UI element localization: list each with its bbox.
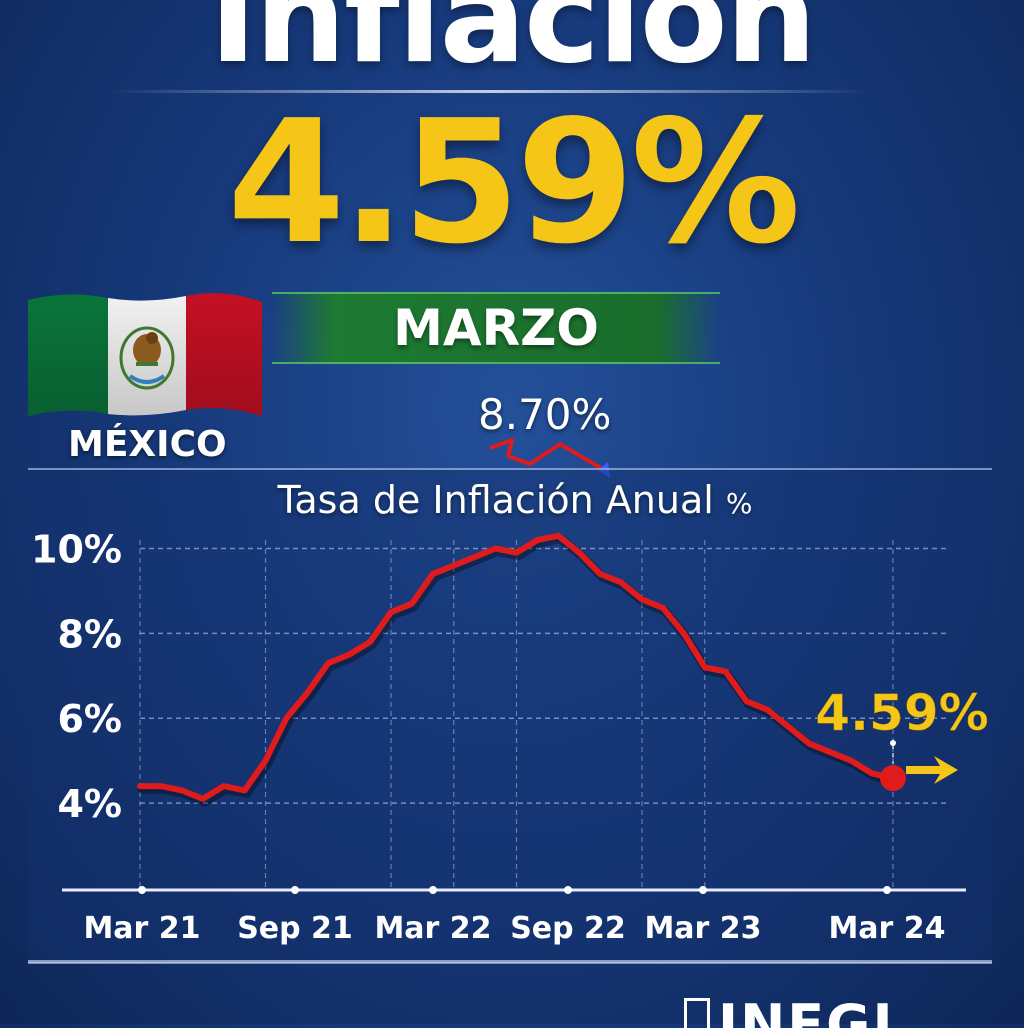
y-tick-label: 6% [57, 697, 122, 741]
data-point [222, 784, 226, 788]
data-point [201, 797, 205, 801]
data-point [452, 563, 456, 567]
chart-title-unit: % [725, 487, 753, 520]
inegi-logo: INEGI [684, 998, 895, 1028]
x-tick-label: Mar 23 [644, 911, 761, 946]
mexico-flag-icon [28, 293, 262, 416]
data-point [431, 572, 435, 576]
data-point [305, 691, 309, 695]
data-point [138, 784, 142, 788]
data-point [724, 670, 728, 674]
data-point [284, 716, 288, 720]
y-tick-label: 8% [57, 612, 122, 656]
data-point [494, 546, 498, 550]
data-point [347, 653, 351, 657]
bottom-divider [28, 960, 992, 963]
chart-title-text: Tasa de Inflación Anual [277, 478, 714, 522]
y-tick-label: 4% [57, 782, 122, 826]
latest-value-marker [880, 765, 906, 792]
data-point [515, 551, 518, 555]
data-point [598, 572, 602, 576]
chart-title: Tasa de Inflación Anual % [0, 478, 1024, 522]
month-banner: MARZO [272, 292, 720, 364]
x-tick-mark [138, 886, 146, 894]
inegi-logo-mark-icon [684, 998, 710, 1028]
x-tick-mark [291, 886, 299, 894]
y-tick-label: 10% [31, 527, 122, 571]
coat-of-arms-icon [119, 326, 175, 390]
headline-divider [110, 90, 870, 93]
x-tick-mark [699, 886, 707, 894]
data-point [849, 759, 853, 763]
data-point [786, 725, 790, 729]
data-point [703, 665, 707, 669]
data-point [264, 759, 267, 763]
series-line-shadow [137, 534, 900, 807]
data-point [745, 699, 749, 703]
data-point [828, 750, 832, 754]
data-point [807, 742, 811, 746]
data-point [535, 538, 539, 542]
data-point [180, 788, 184, 792]
data-point [243, 788, 247, 792]
data-point [870, 771, 874, 775]
data-point [326, 661, 330, 665]
data-point [640, 597, 644, 601]
x-tick-label: Mar 22 [374, 911, 491, 946]
data-point [619, 580, 623, 584]
data-point [556, 534, 560, 538]
x-tick-label: Sep 21 [237, 911, 353, 946]
latest-value-guide-dot [890, 740, 896, 746]
data-point [389, 610, 393, 614]
data-point [368, 640, 372, 644]
data-point [577, 551, 581, 555]
latest-value-label: 4.59% [815, 684, 988, 742]
data-point [159, 784, 163, 788]
peak-callout: 8.70% [478, 390, 612, 439]
data-point [410, 602, 414, 606]
x-tick-mark [883, 886, 891, 894]
x-tick-mark [429, 886, 437, 894]
trend-arrow-icon [906, 756, 958, 784]
headline-title: Inflación [209, 0, 817, 92]
data-point [473, 555, 477, 559]
x-tick-label: Mar 24 [828, 911, 945, 946]
country-label: MÉXICO [68, 424, 227, 465]
inflation-value: 4.59% [227, 84, 801, 282]
month-label: MARZO [393, 299, 599, 357]
x-tick-label: Mar 21 [83, 911, 200, 946]
data-point [682, 631, 686, 635]
x-tick-mark [564, 886, 572, 894]
data-point [661, 606, 665, 610]
x-tick-label: Sep 22 [510, 911, 626, 946]
data-point [766, 708, 769, 712]
inegi-logo-text: INEGI [718, 998, 895, 1028]
